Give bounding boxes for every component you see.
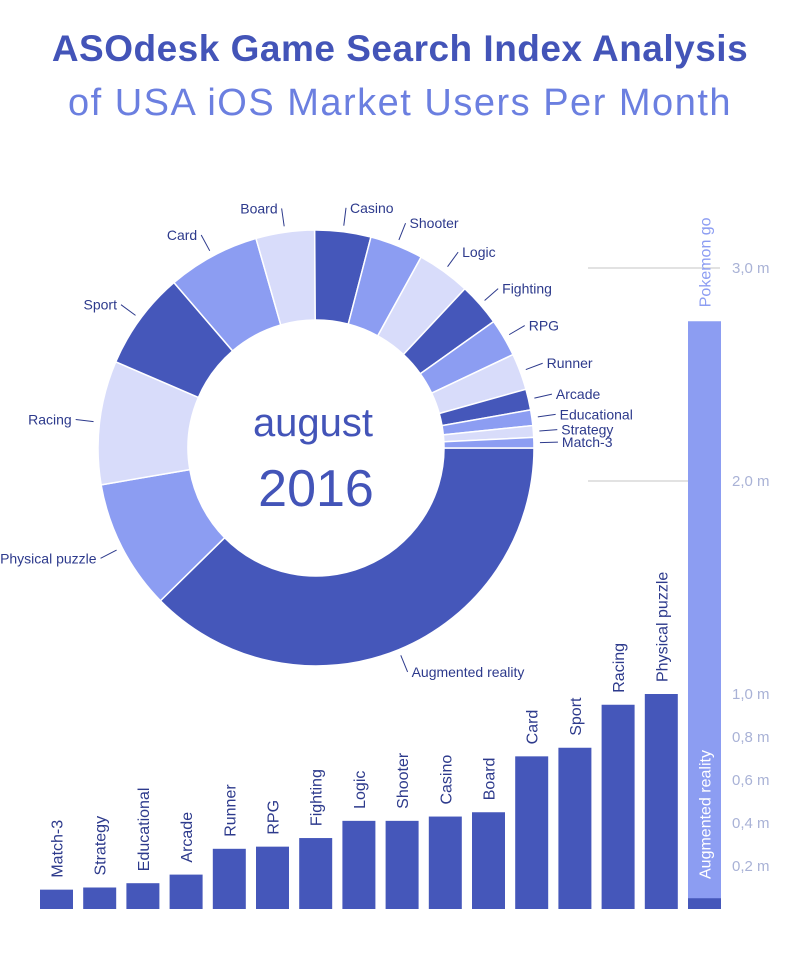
donut-label-racing: Racing <box>28 411 72 427</box>
bar-physical-puzzle <box>644 694 678 909</box>
donut-leader-sport <box>120 304 136 316</box>
donut-leader-strategy <box>539 429 558 432</box>
tick-label-0-8-m: 0,8 m <box>732 729 770 746</box>
bar-label-board: Board <box>482 758 499 801</box>
bar-rpg <box>256 846 289 909</box>
bar-label-match-3: Match-3 <box>50 820 67 878</box>
bar-chart <box>40 321 721 909</box>
bar-label-strategy: Strategy <box>93 816 110 876</box>
tick-label-3-0-m: 3,0 m <box>732 260 770 277</box>
bar-strategy <box>83 887 117 909</box>
donut-label-runner: Runner <box>547 355 593 371</box>
bar-label-pokemon-go: Pokemon go <box>698 217 715 307</box>
donut-label-educational: Educational <box>560 406 633 422</box>
donut-label-logic: Logic <box>462 244 495 260</box>
bar-label-racing: Racing <box>611 643 628 693</box>
bar-educational <box>126 883 160 909</box>
bar-label-shooter: Shooter <box>395 752 412 809</box>
bar-logic <box>342 820 376 909</box>
donut-leader-physical-puzzle <box>100 549 117 559</box>
donut-label-arcade: Arcade <box>556 386 601 402</box>
donut-leader-runner <box>525 362 543 371</box>
bar-label-educational: Educational <box>136 788 153 872</box>
donut-leader-board <box>281 208 285 227</box>
donut-leader-card <box>200 234 211 252</box>
donut-label-sport: Sport <box>84 297 118 313</box>
bar-board <box>472 812 505 909</box>
bar-match-3 <box>40 889 73 909</box>
donut-label-physical-puzzle: Physical puzzle <box>0 550 97 566</box>
bar-label-augmented-reality: Augmented reality <box>698 750 715 879</box>
donut-leader-logic <box>447 251 459 267</box>
donut-leader-arcade <box>534 393 553 399</box>
donut-label-rpg: RPG <box>529 318 559 334</box>
donut-label-strategy: Strategy <box>561 422 613 438</box>
chart-subtitle: of USA iOS Market Users Per Month <box>67 82 733 124</box>
chart-title: ASOdesk Game Search Index Analysis <box>51 28 749 69</box>
bar-runner <box>212 848 246 909</box>
donut-label-fighting: Fighting <box>502 281 552 297</box>
bar-label-rpg: RPG <box>266 800 283 835</box>
bar-shooter <box>385 820 419 909</box>
bar-label-logic: Logic <box>352 771 369 809</box>
donut-labels: Augmented reality Physical puzzle Racing Sp… <box>0 200 633 680</box>
tick-label-2-0-m: 2,0 m <box>732 473 770 490</box>
bar-label-physical-puzzle: Physical puzzle <box>654 572 671 682</box>
tick-label-1-0-m: 1,0 m <box>732 686 770 703</box>
donut-slice-match-3 <box>443 436 535 449</box>
bar-label-arcade: Arcade <box>179 812 196 863</box>
donut-label-augmented-reality: Augmented reality <box>412 664 525 680</box>
bar-label-card: Card <box>525 710 542 745</box>
tick-label-0-6-m: 0,6 m <box>732 772 770 789</box>
bar-arcade <box>169 874 203 909</box>
bar-fighting <box>299 838 333 909</box>
donut-leader-shooter <box>398 222 407 241</box>
tick-label-0-2-m: 0,2 m <box>732 858 770 875</box>
donut-leader-rpg <box>508 325 525 336</box>
donut-leader-fighting <box>484 288 499 301</box>
donut-leader-racing <box>75 418 94 423</box>
bar-label-casino: Casino <box>438 755 455 805</box>
donut-leader-augmented-reality <box>400 655 409 673</box>
bar-label-fighting: Fighting <box>309 769 326 826</box>
donut-label-board: Board <box>240 200 277 216</box>
bar-sport <box>558 747 592 909</box>
donut-label-card: Card <box>167 227 197 243</box>
donut-label-shooter: Shooter <box>410 215 459 231</box>
bar-label-runner: Runner <box>222 784 239 837</box>
donut-chart <box>97 229 535 667</box>
tick-label-0-4-m: 0,4 m <box>732 815 770 832</box>
center-month-label: august <box>253 401 373 445</box>
bar-augmented-reality <box>688 898 721 909</box>
donut-leader-casino <box>343 207 347 226</box>
bar-racing <box>601 704 635 909</box>
donut-leader-educational <box>537 413 556 418</box>
bar-label-sport: Sport <box>568 697 585 736</box>
bar-casino <box>428 816 462 909</box>
bar-card <box>515 756 549 909</box>
donut-label-match-3: Match-3 <box>562 434 613 450</box>
donut-label-casino: Casino <box>350 200 394 216</box>
donut-slice-augmented-reality <box>159 447 535 667</box>
bar-pokemon-go <box>688 321 721 909</box>
center-year-label: 2016 <box>258 460 374 518</box>
